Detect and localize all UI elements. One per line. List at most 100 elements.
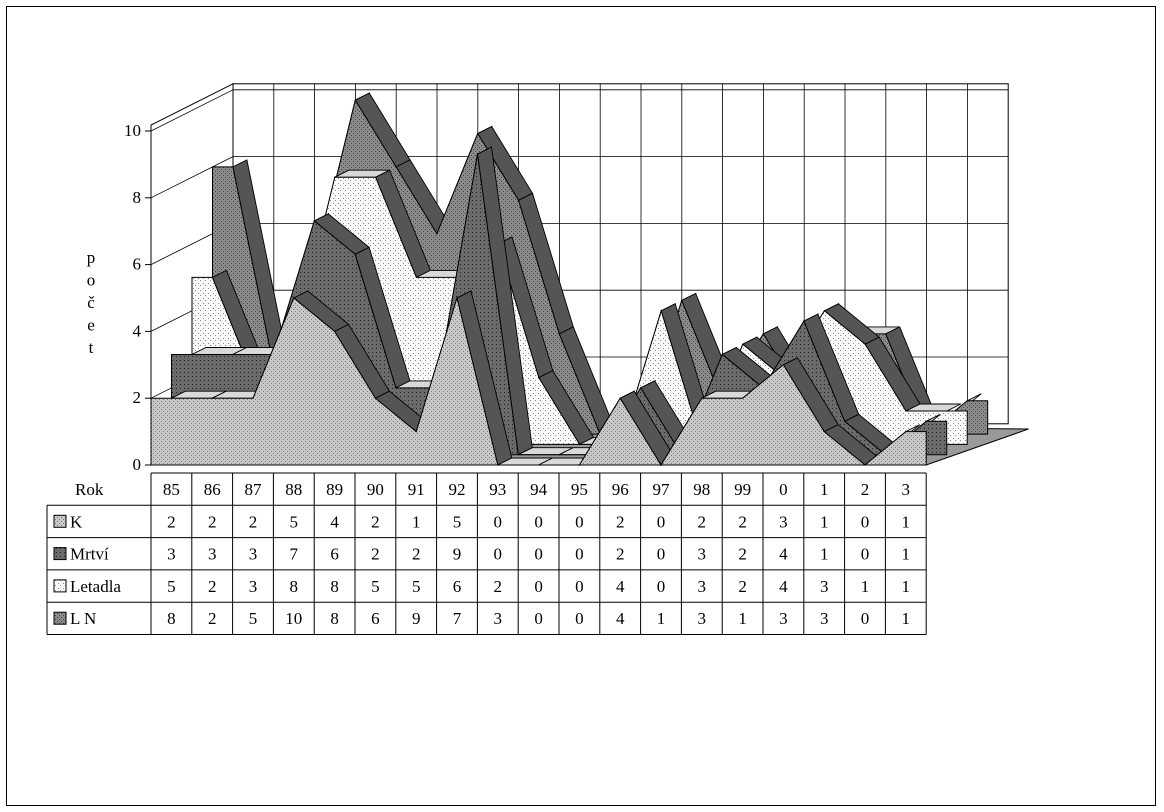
data-point-91 [415,431,417,433]
data-point-1 [844,420,846,422]
table-cell-value: 0 [861,512,870,531]
x-tick-label-99: 99 [734,480,751,499]
data-point-97 [660,464,662,466]
table-cell-value: 10 [285,609,302,628]
data-point-93 [517,454,519,456]
series-k [150,290,927,467]
legend-swatch-2 [53,547,67,561]
table-cell-value: 2 [167,512,176,531]
data-point-90 [415,276,417,278]
data-point-0 [803,320,805,322]
table-cell-value: 0 [534,577,543,596]
table-cell-value: 5 [453,512,462,531]
y-axis-label-char: p [87,248,96,267]
data-point-90 [436,233,438,235]
table-cell-value: 3 [698,609,707,628]
table-cell-value: 1 [820,545,829,564]
table-cell-value: 4 [779,577,788,596]
data-point-2 [905,410,907,412]
table-cell-value: 0 [861,609,870,628]
data-point-2 [864,464,866,466]
gridline-side [150,156,234,199]
table-cell-value: 9 [412,609,421,628]
legend-swatch-3 [53,579,67,593]
y-axis-label-char: e [87,316,95,335]
table-cell-value: 0 [657,545,666,564]
y-tick-label-10: 10 [124,121,141,140]
data-point-88 [334,176,336,178]
y-tick-label-8: 8 [133,188,142,207]
data-point-85 [170,397,172,399]
data-point-98 [701,397,703,399]
table-cell-value: 1 [412,512,421,531]
table-cell-value: 2 [616,512,625,531]
data-point-94 [558,454,560,456]
x-tick-label-95: 95 [571,480,588,499]
table-cell-value: 3 [208,545,217,564]
data-point-96 [640,387,642,389]
data-point-0 [782,364,785,366]
table-cell-value: 5 [290,512,299,531]
legend-label-3: Letadla [70,577,121,596]
data-point-0 [823,310,826,312]
table-cell-value: 7 [453,609,462,628]
table-cell-value: 3 [820,577,829,596]
legend-swatch-1 [53,514,67,528]
x-tick-label-98: 98 [693,480,710,499]
data-point-93 [558,333,560,335]
table-cell-value: 4 [779,545,788,564]
table-cell-value: 6 [371,609,380,628]
table-cell-value: 3 [820,609,829,628]
x-tick-label-88: 88 [285,480,302,499]
data-point-98 [742,343,744,345]
table-cell-value: 4 [616,577,625,596]
table-cell-value: 1 [738,609,747,628]
table-cell-value: 0 [534,512,543,531]
data-point-95 [578,464,581,466]
table-cell-value: 0 [575,545,584,564]
table-cell-value: 2 [249,512,258,531]
table-cell-value: 5 [371,577,380,596]
data-point-96 [660,310,662,312]
x-tick-label-92: 92 [449,480,466,499]
table-cell-value: 5 [249,609,258,628]
data-point-99 [742,397,744,399]
x-tick-label-85: 85 [163,480,180,499]
data-point-3 [946,410,948,412]
data-point-1 [864,343,866,345]
x-tick-label-87: 87 [245,480,263,499]
x-tick-label-96: 96 [612,480,629,499]
y-tick-label-4: 4 [133,321,142,340]
data-point-90 [395,387,397,389]
table-cell-value: 2 [208,512,217,531]
y-axis-label-char: o [87,271,96,290]
table-cell-value: 3 [249,545,258,564]
table-cell-value: 3 [698,545,707,564]
table-cell-value: 1 [657,609,666,628]
table-cell-value: 2 [616,545,625,564]
table-cell-value: 1 [861,577,870,596]
x-tick-label-94: 94 [530,480,548,499]
data-point-98 [721,353,723,356]
table-cell-value: 2 [494,577,503,596]
table-cell-value: 1 [902,512,911,531]
table-cell-value: 0 [534,609,543,628]
table-cell-value: 0 [861,545,870,564]
data-point-89 [354,253,356,255]
data-point-89 [334,330,336,332]
x-tick-label-91: 91 [408,480,425,499]
legend-swatch-4 [53,611,67,625]
data-point-92 [456,297,458,299]
x-axis-label: Rok [75,480,104,499]
data-point-85 [232,166,234,168]
y-axis-label-char: t [89,338,94,357]
x-tick-label-86: 86 [204,480,221,499]
x-tick-label-90: 90 [367,480,384,499]
data-table: Rok 85 86 87 88 89 90 91 92 93 94 95 96 97 98 99 0 1 2 3K 2 2… [46,472,927,635]
table-cell-value: 3 [249,577,258,596]
table-cell-value: 0 [575,577,584,596]
table-cell-value: 4 [330,512,339,531]
table-cell-value: 0 [534,545,543,564]
